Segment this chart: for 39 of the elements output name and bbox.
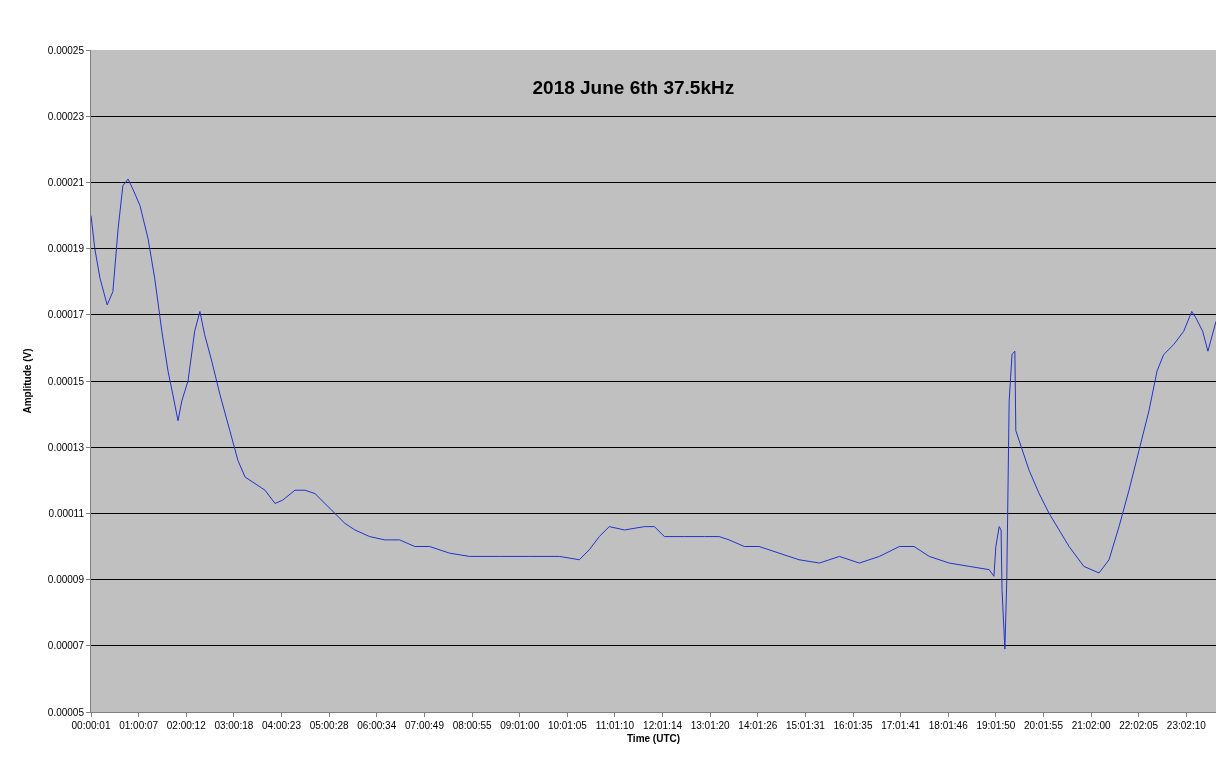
x-tick-label: 02:00:12 <box>166 720 207 731</box>
x-tick-label: 11:01:10 <box>595 720 635 731</box>
x-tick-label: 09:01:00 <box>500 720 540 731</box>
x-tick-label: 10:01:05 <box>547 720 588 731</box>
x-tick-label: 13:01:20 <box>690 720 731 731</box>
y-tick-label: 0.00025 <box>47 44 85 56</box>
y-tick-label: 0.00021 <box>47 176 85 188</box>
text: 2018 June 6th 37.5kHz <box>532 76 735 98</box>
x-axis-title: Time (UTC) <box>626 732 681 744</box>
y-tick-label: 0.00005 <box>47 706 85 718</box>
y-tick-label: 0.00017 <box>47 309 85 321</box>
x-tick-label: 00:00:01 <box>71 720 111 731</box>
x-tick-label: 04:00:23 <box>262 720 302 731</box>
x-tick-label: 12:01:14 <box>643 720 683 731</box>
x-tick-label: 14:01:26 <box>738 720 778 731</box>
x-tick-label: 07:00:49 <box>405 720 445 731</box>
x-tick-label: 16:01:35 <box>833 720 873 731</box>
x-tick-label: 15:01:31 <box>785 720 826 731</box>
x-tick-label: 17:01:41 <box>881 720 921 731</box>
y-tick-label: 0.00015 <box>47 375 85 387</box>
x-tick-label: 03:00:18 <box>214 720 254 731</box>
x-tick-label: 21:02:00 <box>1071 720 1111 731</box>
x-tick-label: 22:02:05 <box>1119 720 1159 731</box>
y-tick-label: 0.00011 <box>48 507 85 519</box>
y-axis-title: Amplitude (V) <box>21 348 33 414</box>
x-tick-label: 06:00:34 <box>357 720 397 731</box>
x-tick-label: 01:00:07 <box>119 720 159 731</box>
x-tick-label: 05:00:28 <box>309 720 350 731</box>
y-tick-label: 0.00009 <box>47 574 85 586</box>
y-tick-label: 0.00013 <box>47 441 85 453</box>
x-tick-label: 08:00:55 <box>452 720 493 731</box>
line-series <box>91 178 1216 650</box>
x-tick-label: 20:01:55 <box>1024 720 1064 731</box>
y-tick-label: 0.00019 <box>47 243 85 255</box>
y-tick-label: 0.00007 <box>47 640 85 652</box>
y-tick-label: 0.00023 <box>47 110 85 122</box>
x-tick-label: 18:01:46 <box>928 720 969 731</box>
x-tick-label: 23:02:10 <box>1166 720 1207 731</box>
x-tick-label: 19:01:50 <box>976 720 1016 731</box>
